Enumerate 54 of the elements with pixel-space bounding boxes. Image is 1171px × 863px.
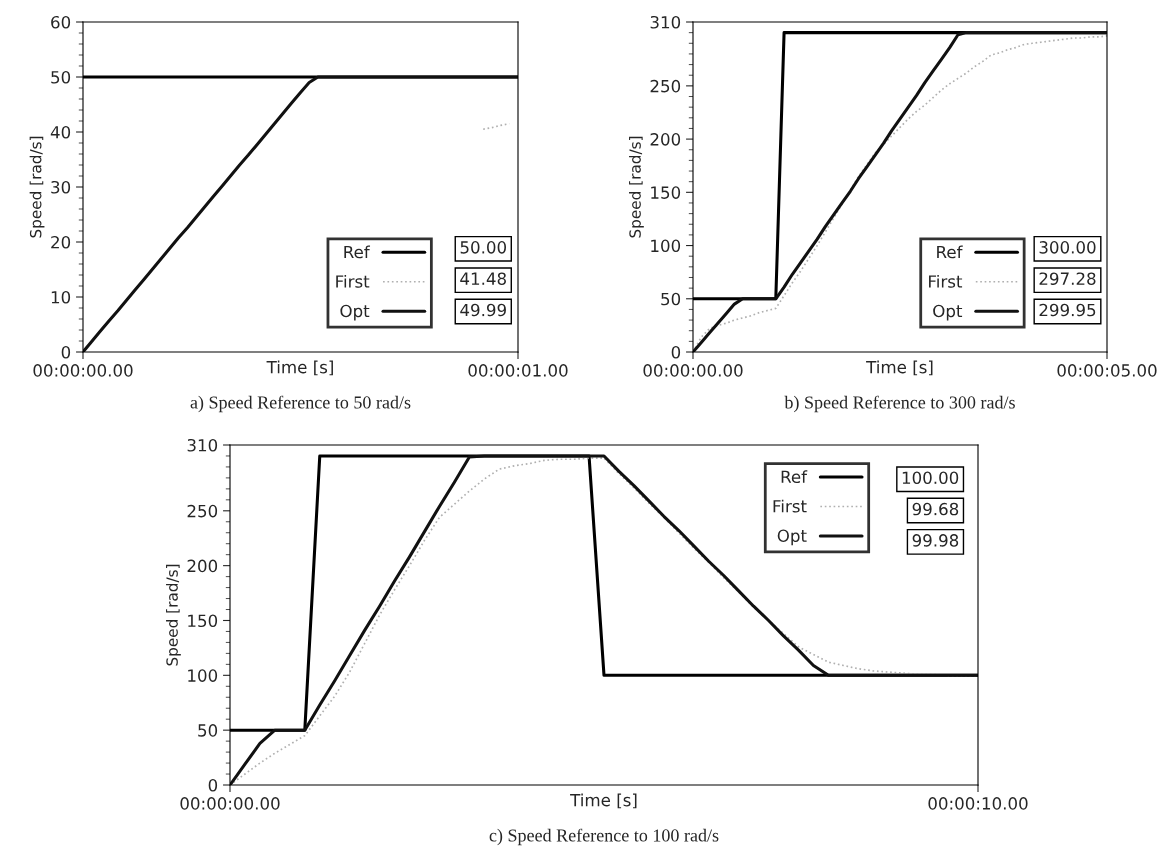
legend-label: First bbox=[929, 274, 963, 288]
y-tick-label: 310 bbox=[650, 15, 681, 29]
y-axis-title: Speed [rad/s] bbox=[29, 136, 45, 238]
y-tick-label: 50 bbox=[661, 292, 681, 306]
y-tick-label: 200 bbox=[187, 559, 218, 573]
y-tick-label: 150 bbox=[188, 614, 218, 628]
annotation: 299.95 bbox=[1039, 303, 1096, 317]
legend-label: Opt bbox=[340, 304, 370, 321]
y-tick-label: 0 bbox=[61, 345, 71, 359]
x-axis-title: Time [s] bbox=[570, 793, 637, 809]
y-tick-label: 50 bbox=[51, 70, 71, 84]
annotation: 100.00 bbox=[902, 471, 959, 485]
text: b) Speed Reference to 300 rad/s bbox=[784, 395, 1015, 413]
x-tick-label: 00:00:10.00 bbox=[928, 797, 1028, 810]
annotation: 49.99 bbox=[460, 303, 506, 317]
y-tick-label: 200 bbox=[650, 133, 681, 146]
y-tick-label: 250 bbox=[650, 79, 681, 93]
y-tick-label: 100 bbox=[651, 239, 681, 253]
x-tick-label: 00:00:00.00 bbox=[643, 364, 743, 377]
annotation: 99.98 bbox=[912, 534, 959, 547]
x-axis-title: Time [s] bbox=[266, 360, 333, 376]
y-tick-label: 310 bbox=[187, 438, 218, 452]
annotation: 297.28 bbox=[1039, 272, 1096, 285]
y-axis-title: Speed [rad/s] bbox=[166, 564, 181, 666]
y-tick-label: 30 bbox=[51, 180, 71, 194]
annotation: 41.48 bbox=[460, 272, 506, 285]
x-axis-title: Time [s] bbox=[866, 360, 933, 376]
x-tick-label: 00:00:00.00 bbox=[180, 797, 280, 810]
y-tick-label: 100 bbox=[188, 669, 218, 682]
y-tick-label: 0 bbox=[671, 345, 681, 359]
legend-label: Ref bbox=[937, 245, 963, 259]
legend-label: Ref bbox=[781, 470, 808, 484]
y-tick-label: 40 bbox=[50, 125, 71, 139]
x-tick-label: 00:00:00.00 bbox=[33, 364, 133, 377]
y-tick-label: 150 bbox=[651, 186, 681, 199]
annotation: 99.68 bbox=[912, 502, 959, 516]
legend-label: Ref bbox=[344, 245, 371, 259]
legend-label: First bbox=[773, 499, 807, 513]
legend-label: Opt bbox=[777, 529, 807, 546]
y-tick-label: 250 bbox=[187, 504, 218, 518]
y-tick-label: 0 bbox=[208, 778, 218, 792]
annotation: 300.00 bbox=[1039, 241, 1096, 254]
text: a) Speed Reference to 50 rad/s bbox=[190, 395, 411, 413]
x-tick-label: 00:00:05.00 bbox=[1057, 364, 1157, 377]
y-tick-label: 60 bbox=[51, 15, 71, 29]
legend-label: First bbox=[336, 274, 370, 288]
legend-label: Opt bbox=[933, 304, 963, 321]
x-tick-label: 00:00:01.00 bbox=[468, 364, 568, 377]
y-tick-label: 10 bbox=[51, 290, 71, 304]
y-axis-title: Speed [rad/s] bbox=[629, 136, 644, 238]
annotation: 50.00 bbox=[460, 241, 507, 254]
text: c) Speed Reference to 100 rad/s bbox=[489, 828, 719, 846]
y-tick-label: 20 bbox=[51, 235, 71, 249]
y-tick-label: 50 bbox=[198, 724, 218, 737]
